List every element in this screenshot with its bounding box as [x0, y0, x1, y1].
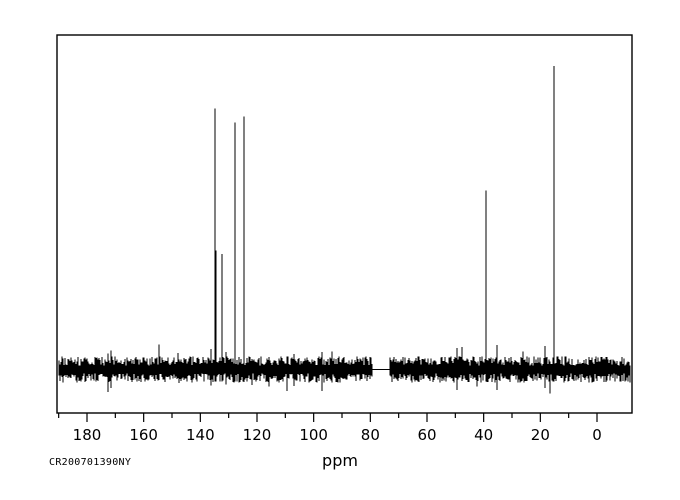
- sample-code-label: CR200701390NY: [49, 457, 131, 468]
- plot-frame: [56, 34, 633, 414]
- x-axis-tick-labels: 180 160 140 120 100 80 60 40 20 0: [73, 426, 602, 444]
- baseline-noise-left: [58, 344, 373, 393]
- x-tick-label: 40: [474, 426, 493, 444]
- x-axis-title: ppm: [322, 451, 358, 470]
- peak-lines: [95, 65, 555, 387]
- x-tick-label: 0: [592, 426, 602, 444]
- x-axis-ticks: [58, 413, 598, 422]
- x-tick-label: 180: [73, 426, 102, 444]
- x-tick-label: 60: [417, 426, 436, 444]
- x-tick-label: 160: [129, 426, 158, 444]
- x-tick-label: 120: [243, 426, 272, 444]
- x-tick-label: 140: [186, 426, 215, 444]
- baseline-noise-right: [389, 345, 631, 394]
- x-tick-label: 100: [299, 426, 328, 444]
- x-tick-label: 20: [531, 426, 550, 444]
- x-tick-label: 80: [361, 426, 380, 444]
- spectrum-trace: [58, 65, 631, 394]
